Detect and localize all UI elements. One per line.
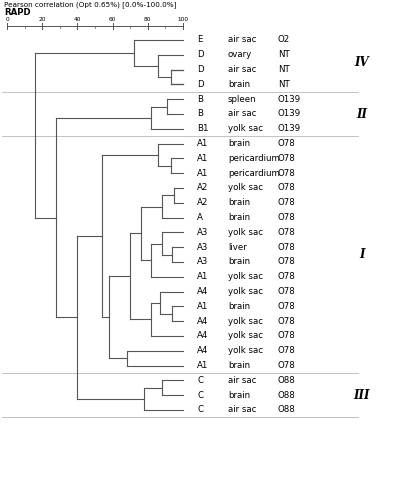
Text: O78: O78	[278, 316, 296, 326]
Text: O78: O78	[278, 198, 296, 207]
Text: IV: IV	[355, 56, 369, 68]
Text: D: D	[197, 65, 204, 74]
Text: air sac: air sac	[228, 406, 256, 414]
Text: ovary: ovary	[228, 50, 252, 59]
Text: III: III	[354, 388, 370, 402]
Text: O78: O78	[278, 228, 296, 237]
Text: O78: O78	[278, 242, 296, 252]
Text: A4: A4	[197, 316, 209, 326]
Text: brain: brain	[228, 390, 250, 400]
Text: O78: O78	[278, 154, 296, 163]
Text: II: II	[357, 108, 367, 120]
Text: A4: A4	[197, 346, 209, 356]
Text: brain: brain	[228, 213, 250, 222]
Text: A3: A3	[197, 228, 209, 237]
Text: yolk sac: yolk sac	[228, 228, 263, 237]
Text: air sac: air sac	[228, 110, 256, 118]
Text: O78: O78	[278, 332, 296, 340]
Text: 80: 80	[144, 17, 152, 22]
Text: 100: 100	[177, 17, 188, 22]
Text: A1: A1	[197, 139, 209, 148]
Text: RAPD: RAPD	[4, 8, 31, 17]
Text: O78: O78	[278, 361, 296, 370]
Text: 20: 20	[38, 17, 46, 22]
Text: brain: brain	[228, 361, 250, 370]
Text: O78: O78	[278, 213, 296, 222]
Text: yolk sac: yolk sac	[228, 272, 263, 281]
Text: O139: O139	[278, 110, 301, 118]
Text: C: C	[197, 406, 203, 414]
Text: A1: A1	[197, 272, 209, 281]
Text: D: D	[197, 80, 204, 89]
Text: O78: O78	[278, 272, 296, 281]
Text: liver: liver	[228, 242, 247, 252]
Text: yolk sac: yolk sac	[228, 316, 263, 326]
Text: A2: A2	[197, 198, 209, 207]
Text: yolk sac: yolk sac	[228, 124, 263, 134]
Text: 40: 40	[73, 17, 81, 22]
Text: pericardium: pericardium	[228, 168, 280, 177]
Text: yolk sac: yolk sac	[228, 346, 263, 356]
Text: E: E	[197, 36, 203, 44]
Text: O78: O78	[278, 346, 296, 356]
Text: yolk sac: yolk sac	[228, 332, 263, 340]
Text: NT: NT	[278, 65, 290, 74]
Text: Pearson correlation (Opt 0.65%) [0.0%-100.0%]: Pearson correlation (Opt 0.65%) [0.0%-10…	[4, 1, 177, 8]
Text: O88: O88	[278, 376, 296, 385]
Text: B: B	[197, 94, 203, 104]
Text: pericardium: pericardium	[228, 154, 280, 163]
Text: A4: A4	[197, 287, 209, 296]
Text: B: B	[197, 110, 203, 118]
Text: A1: A1	[197, 302, 209, 311]
Text: O78: O78	[278, 302, 296, 311]
Text: O78: O78	[278, 168, 296, 177]
Text: C: C	[197, 390, 203, 400]
Text: NT: NT	[278, 50, 290, 59]
Text: brain: brain	[228, 198, 250, 207]
Text: O78: O78	[278, 184, 296, 192]
Text: brain: brain	[228, 258, 250, 266]
Text: O139: O139	[278, 94, 301, 104]
Text: O78: O78	[278, 258, 296, 266]
Text: air sac: air sac	[228, 36, 256, 44]
Text: A3: A3	[197, 242, 209, 252]
Text: O78: O78	[278, 139, 296, 148]
Text: B1: B1	[197, 124, 209, 134]
Text: C: C	[197, 376, 203, 385]
Text: A1: A1	[197, 154, 209, 163]
Text: air sac: air sac	[228, 65, 256, 74]
Text: NT: NT	[278, 80, 290, 89]
Text: A1: A1	[197, 361, 209, 370]
Text: A1: A1	[197, 168, 209, 177]
Text: spleen: spleen	[228, 94, 257, 104]
Text: O88: O88	[278, 406, 296, 414]
Text: brain: brain	[228, 302, 250, 311]
Text: A2: A2	[197, 184, 209, 192]
Text: 60: 60	[109, 17, 116, 22]
Text: A: A	[197, 213, 203, 222]
Text: 0: 0	[5, 17, 9, 22]
Text: brain: brain	[228, 80, 250, 89]
Text: O88: O88	[278, 390, 296, 400]
Text: yolk sac: yolk sac	[228, 287, 263, 296]
Text: O2: O2	[278, 36, 290, 44]
Text: D: D	[197, 50, 204, 59]
Text: O139: O139	[278, 124, 301, 134]
Text: A3: A3	[197, 258, 209, 266]
Text: yolk sac: yolk sac	[228, 184, 263, 192]
Text: O78: O78	[278, 287, 296, 296]
Text: I: I	[359, 248, 365, 261]
Text: A4: A4	[197, 332, 209, 340]
Text: air sac: air sac	[228, 376, 256, 385]
Text: brain: brain	[228, 139, 250, 148]
